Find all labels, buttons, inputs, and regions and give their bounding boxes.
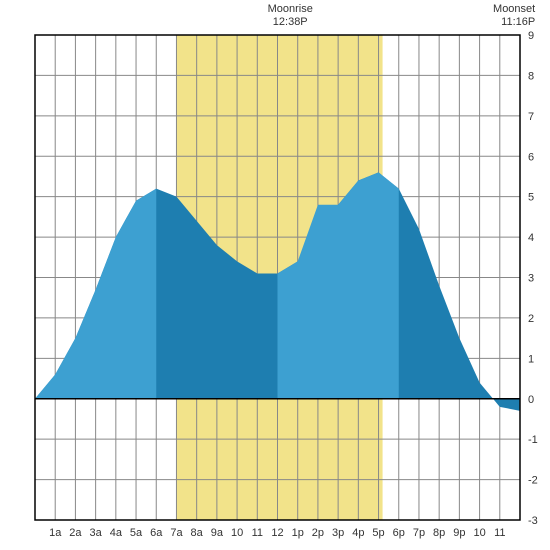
y-tick-label: 2: [528, 313, 534, 325]
x-tick-label: 10: [473, 527, 485, 539]
y-tick-label: 1: [528, 353, 534, 365]
x-tick-label: 2a: [69, 527, 82, 539]
x-tick-label: 3a: [90, 527, 103, 539]
x-tick-label: 1a: [49, 527, 62, 539]
x-tick-label: 8a: [191, 527, 204, 539]
x-tick-label: 11: [494, 527, 505, 539]
y-tick-label: 7: [528, 111, 534, 123]
x-tick-label: 1p: [292, 527, 304, 539]
x-tick-label: 8p: [433, 527, 445, 539]
tide-chart: Moonrise 12:38P Moonset 11:16P -3-2-1012…: [0, 0, 550, 550]
x-tick-label: 3p: [332, 527, 344, 539]
moonrise-label: Moonrise 12:38P: [260, 3, 320, 29]
y-tick-label: -1: [528, 434, 538, 446]
x-tick-label: 2p: [312, 527, 324, 539]
moonrise-text: Moonrise: [268, 3, 313, 15]
x-tick-label: 9a: [211, 527, 224, 539]
y-axis-labels: -3 -2 -1 0 1 2 3 4 5 6 7 8 9: [528, 30, 538, 527]
moonset-text: Moonset: [493, 3, 535, 15]
y-tick-label: -2: [528, 475, 538, 487]
y-tick-label: 3: [528, 273, 534, 285]
x-tick-label: 7p: [413, 527, 425, 539]
x-tick-label: 10: [231, 527, 243, 539]
x-tick-label: 5p: [372, 527, 384, 539]
x-tick-label: 5a: [130, 527, 143, 539]
moonset-time: 11:16P: [501, 16, 535, 28]
y-tick-label: 5: [528, 192, 534, 204]
x-tick-label: 11: [252, 527, 263, 539]
y-tick-label: 4: [528, 232, 534, 244]
x-tick-label: 4a: [110, 527, 123, 539]
x-tick-label: 6p: [393, 527, 405, 539]
x-tick-label: 4p: [352, 527, 364, 539]
x-tick-label: 7a: [170, 527, 183, 539]
moonset-label: Moonset 11:16P: [475, 3, 535, 29]
y-tick-label: 6: [528, 151, 534, 163]
x-tick-label: 9p: [453, 527, 465, 539]
y-tick-label: 9: [528, 30, 534, 42]
chart-svg: -3-2-101234567891a2a3a4a5a6a7a8a9a101112…: [0, 0, 550, 550]
x-tick-label: 12: [271, 527, 283, 539]
y-tick-label: 0: [528, 394, 534, 406]
y-tick-label: 8: [528, 70, 534, 82]
y-tick-label: -3: [528, 515, 538, 527]
x-tick-label: 6a: [150, 527, 163, 539]
moonrise-time: 12:38P: [273, 16, 308, 28]
x-axis-labels: 1a 2a 3a 4a 5a 6a 7a 8a 9a 10 11 12 1p 2p 3p 4p 5p 6p 7p 8p…: [49, 527, 505, 539]
